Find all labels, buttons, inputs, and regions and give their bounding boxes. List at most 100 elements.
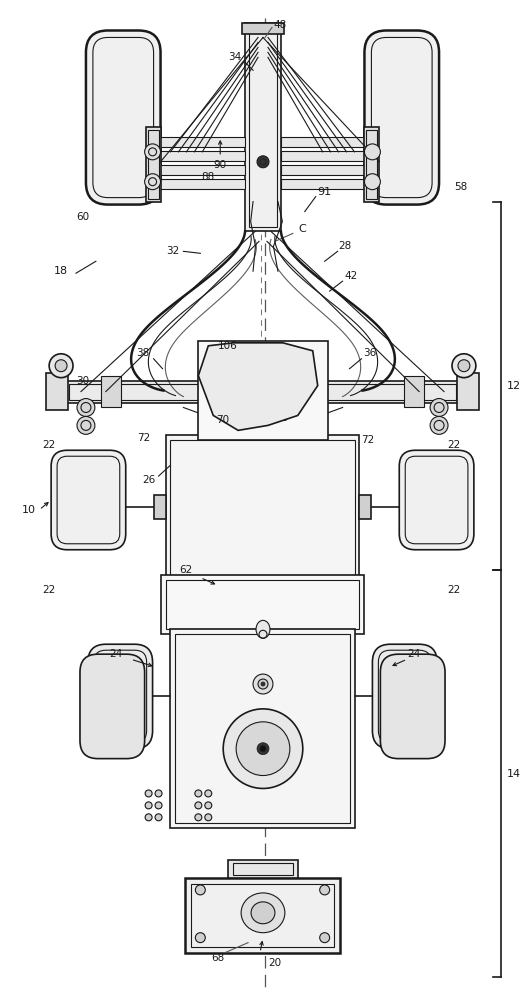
Ellipse shape xyxy=(145,814,152,821)
Text: 106: 106 xyxy=(218,341,238,351)
Text: 14: 14 xyxy=(507,769,521,779)
Ellipse shape xyxy=(205,790,212,797)
Bar xyxy=(281,151,364,161)
Text: 12: 12 xyxy=(507,381,521,391)
Ellipse shape xyxy=(49,354,73,378)
Bar xyxy=(154,495,165,519)
Ellipse shape xyxy=(253,674,273,694)
Bar xyxy=(293,376,313,407)
Ellipse shape xyxy=(205,814,212,821)
Ellipse shape xyxy=(145,802,152,809)
FancyBboxPatch shape xyxy=(400,450,474,550)
Text: 62: 62 xyxy=(179,565,192,575)
Polygon shape xyxy=(198,343,318,430)
Text: 88: 88 xyxy=(202,172,215,182)
Text: 22: 22 xyxy=(447,585,460,595)
Text: 34: 34 xyxy=(228,52,242,62)
Bar xyxy=(366,130,377,199)
Bar xyxy=(171,440,354,575)
Text: 42: 42 xyxy=(345,271,358,281)
Bar xyxy=(249,27,277,227)
Ellipse shape xyxy=(364,144,381,160)
Bar xyxy=(192,884,333,947)
Ellipse shape xyxy=(452,354,476,378)
Bar xyxy=(161,575,364,634)
FancyBboxPatch shape xyxy=(51,450,125,550)
FancyBboxPatch shape xyxy=(88,644,153,749)
Ellipse shape xyxy=(236,722,290,776)
Ellipse shape xyxy=(281,387,289,395)
Ellipse shape xyxy=(458,360,470,372)
Bar xyxy=(159,179,245,189)
FancyBboxPatch shape xyxy=(381,654,445,759)
Ellipse shape xyxy=(281,402,289,409)
Text: 38: 38 xyxy=(136,348,149,358)
Ellipse shape xyxy=(155,790,162,797)
Ellipse shape xyxy=(195,885,205,895)
Ellipse shape xyxy=(195,790,202,797)
Bar xyxy=(281,179,364,189)
Text: C: C xyxy=(298,224,306,234)
Ellipse shape xyxy=(241,893,285,933)
Ellipse shape xyxy=(77,399,95,416)
Ellipse shape xyxy=(195,933,205,943)
Bar xyxy=(228,860,298,878)
Bar xyxy=(159,165,245,175)
Bar xyxy=(245,23,281,231)
Text: 36: 36 xyxy=(363,348,376,358)
Text: 22: 22 xyxy=(43,440,56,450)
Ellipse shape xyxy=(256,620,270,638)
Ellipse shape xyxy=(261,682,265,686)
Text: 20: 20 xyxy=(268,958,281,968)
Text: 24: 24 xyxy=(109,649,122,659)
Ellipse shape xyxy=(282,410,288,420)
Ellipse shape xyxy=(364,174,381,190)
Ellipse shape xyxy=(145,790,152,797)
Ellipse shape xyxy=(195,814,202,821)
Bar xyxy=(165,580,360,629)
Ellipse shape xyxy=(223,709,303,788)
Text: 32: 32 xyxy=(166,246,179,256)
Ellipse shape xyxy=(155,814,162,821)
Bar xyxy=(159,137,245,147)
Bar xyxy=(185,878,340,953)
FancyBboxPatch shape xyxy=(86,30,161,205)
Text: 48: 48 xyxy=(274,20,287,30)
Text: 68: 68 xyxy=(212,953,225,963)
Text: 22: 22 xyxy=(447,440,460,450)
Text: 70: 70 xyxy=(216,415,229,425)
Text: 24: 24 xyxy=(407,649,421,659)
Text: 60: 60 xyxy=(77,212,90,222)
Ellipse shape xyxy=(258,679,268,689)
Text: 72: 72 xyxy=(137,433,150,443)
Text: 72: 72 xyxy=(361,435,374,445)
FancyBboxPatch shape xyxy=(364,30,439,205)
Bar xyxy=(66,381,459,403)
FancyBboxPatch shape xyxy=(80,654,144,759)
Bar xyxy=(145,127,161,202)
Bar xyxy=(165,435,360,580)
Ellipse shape xyxy=(260,159,266,165)
Bar xyxy=(281,165,364,175)
Bar xyxy=(69,384,456,400)
Text: 90: 90 xyxy=(214,160,227,170)
Text: 28: 28 xyxy=(338,241,351,251)
Text: 26: 26 xyxy=(142,475,155,485)
Bar xyxy=(159,151,245,161)
Text: 22: 22 xyxy=(43,585,56,595)
Ellipse shape xyxy=(430,416,448,434)
Ellipse shape xyxy=(55,360,67,372)
Ellipse shape xyxy=(430,399,448,416)
Text: 18: 18 xyxy=(54,266,68,276)
Bar xyxy=(46,373,68,410)
Ellipse shape xyxy=(257,743,269,755)
Bar xyxy=(148,130,159,199)
Bar xyxy=(242,23,284,34)
Ellipse shape xyxy=(144,174,161,190)
Ellipse shape xyxy=(77,416,95,434)
Bar xyxy=(233,863,293,875)
Ellipse shape xyxy=(257,156,269,168)
Ellipse shape xyxy=(281,372,289,380)
Bar xyxy=(175,634,350,823)
Text: 30: 30 xyxy=(77,376,90,386)
